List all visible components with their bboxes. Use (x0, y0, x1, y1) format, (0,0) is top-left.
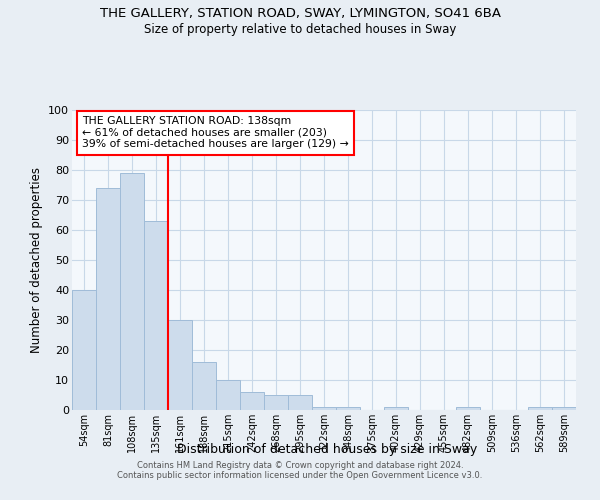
Bar (456, 407, 480, 410)
Bar (96, 188, 120, 410)
Bar (552, 407, 576, 410)
Y-axis label: Number of detached properties: Number of detached properties (29, 167, 43, 353)
Bar (312, 407, 336, 410)
Bar (288, 395, 312, 410)
Text: THE GALLERY STATION ROAD: 138sqm
← 61% of detached houses are smaller (203)
39% : THE GALLERY STATION ROAD: 138sqm ← 61% o… (82, 116, 349, 149)
Bar (120, 173, 144, 410)
Bar (192, 362, 216, 410)
Bar (216, 380, 240, 410)
Bar (240, 392, 264, 410)
Bar (264, 395, 288, 410)
Bar (528, 407, 552, 410)
Text: THE GALLERY, STATION ROAD, SWAY, LYMINGTON, SO41 6BA: THE GALLERY, STATION ROAD, SWAY, LYMINGT… (100, 8, 500, 20)
Bar (168, 320, 192, 410)
Bar (144, 221, 168, 410)
Bar (384, 407, 408, 410)
Text: Contains HM Land Registry data © Crown copyright and database right 2024.
Contai: Contains HM Land Registry data © Crown c… (118, 460, 482, 480)
Bar (336, 407, 360, 410)
Text: Size of property relative to detached houses in Sway: Size of property relative to detached ho… (144, 22, 456, 36)
Bar (72, 290, 96, 410)
Text: Distribution of detached houses by size in Sway: Distribution of detached houses by size … (177, 442, 477, 456)
